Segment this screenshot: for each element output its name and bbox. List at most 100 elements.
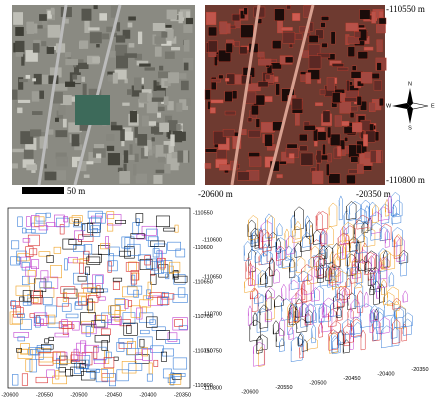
roof — [88, 27, 99, 30]
roof — [225, 78, 229, 81]
roof — [106, 134, 114, 141]
roof — [301, 153, 313, 165]
roof — [289, 154, 294, 159]
roof — [96, 44, 100, 47]
roof — [289, 44, 293, 47]
y-tick-label: -110700 — [202, 311, 222, 317]
roof — [346, 80, 349, 91]
building-model — [381, 204, 389, 224]
roof — [364, 47, 373, 50]
building-model — [329, 203, 337, 227]
roof — [26, 75, 31, 79]
roof — [210, 108, 215, 114]
y-tick-label: -110550 — [193, 210, 213, 216]
roof — [90, 32, 102, 43]
roof — [258, 82, 268, 87]
compass-e: E — [431, 103, 435, 109]
roof — [99, 13, 107, 20]
roof — [18, 100, 30, 103]
roof — [186, 98, 190, 106]
roof — [329, 174, 340, 184]
roof — [276, 84, 280, 95]
roof — [168, 120, 178, 131]
building-model — [403, 291, 408, 302]
roof — [309, 35, 318, 42]
roof — [153, 80, 156, 91]
roof — [116, 56, 128, 69]
roof — [356, 145, 361, 154]
roof — [317, 150, 321, 163]
roof — [345, 98, 357, 102]
roof — [27, 22, 34, 34]
roof — [163, 145, 168, 154]
roof — [345, 137, 348, 141]
roof — [322, 43, 328, 47]
roof — [24, 150, 34, 159]
roof — [335, 116, 342, 127]
roof — [281, 27, 292, 30]
building-model — [381, 326, 392, 348]
x-tick-label: -20550 — [36, 392, 53, 398]
x-tick-label: -20400 — [377, 371, 394, 377]
roof — [261, 122, 273, 132]
roof — [136, 174, 147, 184]
roof — [152, 98, 164, 102]
roof — [292, 98, 302, 109]
roof — [251, 105, 258, 115]
roof — [128, 23, 133, 28]
roof — [312, 171, 323, 184]
roof — [332, 64, 344, 67]
building-model — [276, 328, 284, 347]
roof — [113, 73, 118, 84]
roof — [56, 157, 68, 167]
roof — [127, 89, 132, 95]
roof — [232, 91, 237, 99]
building-model — [389, 272, 394, 286]
roof — [208, 27, 217, 36]
roof — [249, 157, 261, 167]
building-model — [302, 232, 310, 247]
roof — [287, 5, 291, 9]
roof — [15, 41, 24, 52]
roof — [357, 164, 363, 174]
roof — [147, 102, 158, 114]
roof — [144, 146, 148, 156]
roof — [96, 154, 101, 159]
roof — [153, 175, 162, 184]
roof — [120, 129, 125, 141]
x-tick-label: -20500 — [309, 380, 326, 386]
roof — [342, 150, 346, 156]
building-model — [283, 256, 294, 269]
roof — [219, 75, 224, 79]
roof — [58, 105, 65, 115]
roof — [124, 150, 128, 163]
roof — [295, 113, 299, 125]
roof — [82, 9, 92, 21]
roof — [184, 63, 189, 71]
roof — [300, 146, 307, 151]
roof — [369, 124, 373, 131]
roof — [135, 154, 139, 162]
roof — [238, 172, 250, 181]
roof — [358, 52, 368, 59]
roof — [225, 91, 232, 101]
building-model — [365, 292, 368, 307]
roof — [65, 59, 78, 65]
x-tick-label: -20600 — [1, 392, 18, 398]
roof — [248, 118, 252, 122]
roof — [208, 41, 217, 52]
roof — [309, 56, 321, 69]
roof — [138, 32, 142, 44]
building-model — [244, 277, 254, 292]
building-model — [392, 204, 397, 216]
roof — [12, 163, 18, 168]
roof — [285, 57, 293, 63]
building-model — [344, 332, 349, 346]
y-tick-label: -110800 — [202, 385, 222, 391]
x-tick-label: -20450 — [105, 392, 122, 398]
roof — [164, 164, 170, 174]
x-tick-label: -20500 — [70, 392, 87, 398]
roof — [302, 51, 308, 58]
roof — [379, 18, 386, 24]
